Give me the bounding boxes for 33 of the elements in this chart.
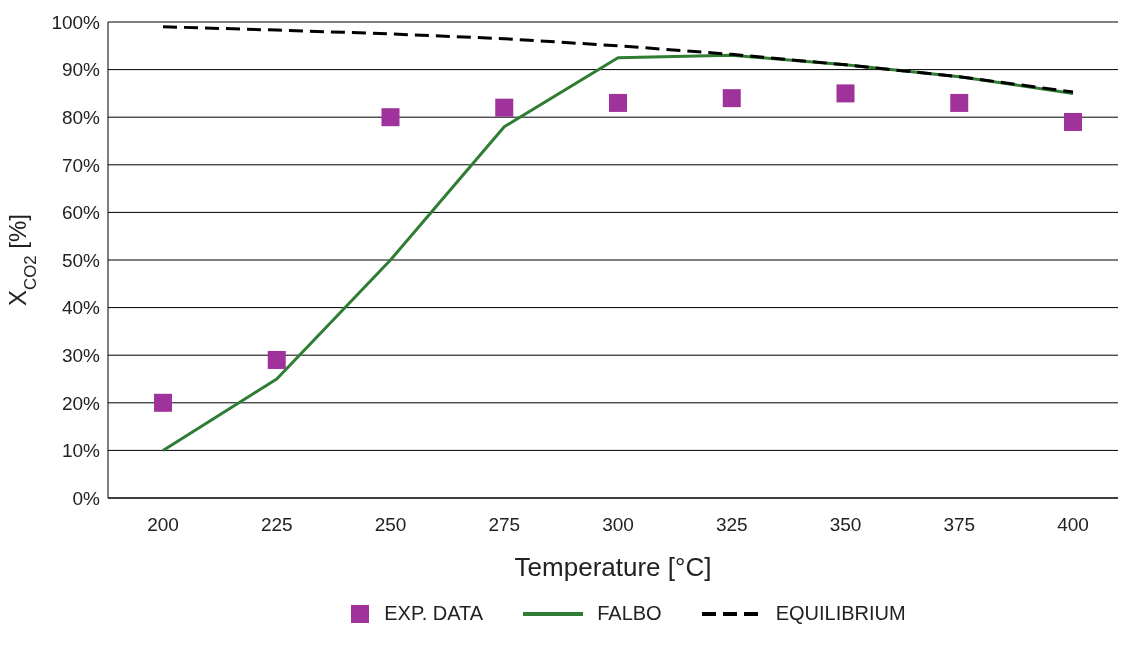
y-tick-label: 30% (61, 344, 101, 366)
x-tick-label: 300 (602, 514, 634, 536)
x-tick-label: 375 (943, 514, 976, 536)
y-tick-label: 50% (61, 249, 101, 271)
y-tick-label: 60% (61, 202, 101, 224)
x-tick-label: 200 (147, 514, 179, 536)
x-tick-label: 325 (715, 514, 748, 536)
point (836, 84, 855, 103)
x-tick-label: 225 (260, 514, 293, 536)
point (154, 393, 172, 412)
point (722, 89, 741, 108)
point (950, 93, 969, 112)
y-tick-label: 10% (61, 440, 101, 462)
legend-label: EXP. DATA (384, 602, 484, 625)
point (495, 98, 514, 117)
x-tick-label: 350 (829, 514, 862, 536)
legend-label: EQUILIBRIUM (775, 602, 906, 625)
y-tick-label: 100% (51, 11, 101, 33)
x-axis-title: Temperature [°C] (514, 552, 712, 582)
x-tick-label: 275 (488, 514, 521, 536)
x-tick-label: 400 (1057, 514, 1089, 536)
point (267, 350, 286, 369)
y-tick-label: 40% (61, 297, 101, 319)
y-tick-label: 90% (61, 59, 101, 81)
y-tick-label: 70% (61, 154, 101, 176)
x-tick-label: 250 (374, 514, 407, 536)
y-tick-label: 20% (61, 392, 101, 414)
y-tick-label: 80% (61, 106, 101, 128)
legend-label: FALBO (597, 602, 662, 625)
point (1064, 112, 1082, 131)
point (609, 93, 627, 112)
point (381, 108, 400, 127)
y-tick-label: 0% (72, 487, 101, 509)
